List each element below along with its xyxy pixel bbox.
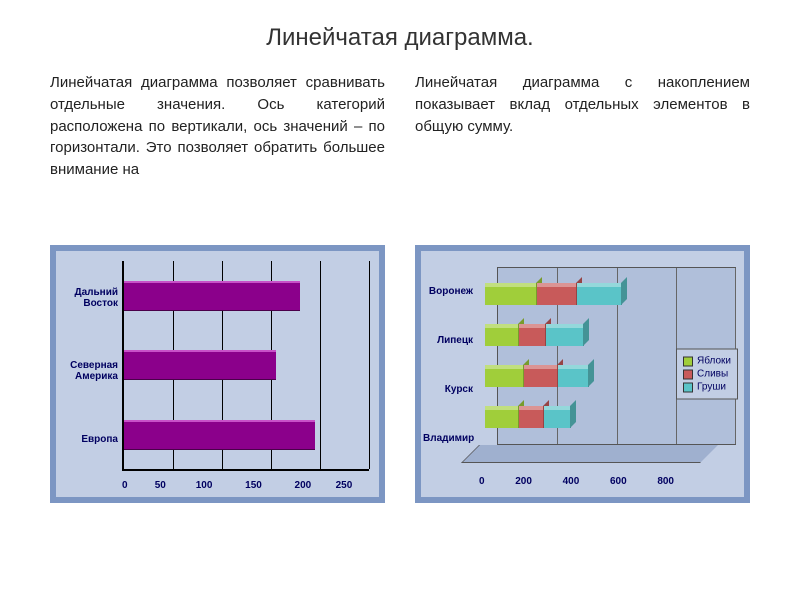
chart1-plot-area	[122, 261, 369, 471]
chart2-legend-item: Яблоки	[683, 356, 731, 367]
chart2-x-tick: 800	[657, 476, 674, 487]
chart2-segment	[524, 365, 558, 387]
chart2-x-tick: 600	[610, 476, 627, 487]
chart2-legend-item: Груши	[683, 382, 731, 393]
left-column: Линейчатая диаграмма позволяет сравниват…	[50, 72, 385, 503]
chart1-x-tick: 150	[245, 480, 262, 491]
chart2-segment	[485, 406, 519, 428]
chart2-segment	[558, 365, 588, 387]
left-description: Линейчатая диаграмма позволяет сравниват…	[50, 72, 385, 237]
chart2-legend-label: Яблоки	[697, 356, 731, 367]
chart1-x-tick: 0	[122, 480, 128, 491]
chart2-floor	[461, 445, 718, 463]
chart2-segment	[485, 324, 519, 346]
right-description: Линейчатая диаграмма с накоплением показ…	[415, 72, 750, 237]
chart1-category-label: Дальний Восток	[58, 287, 118, 309]
chart1-x-ticks: 0 50 100 150 200 250	[122, 480, 369, 491]
chart2-segment	[546, 324, 584, 346]
left-chart: Дальний Восток Северная Америка Европа 0 50 1…	[50, 245, 385, 503]
page-title: Линейчатая диаграмма.	[0, 0, 800, 72]
chart1-x-tick: 200	[295, 480, 312, 491]
chart2-legend-label: Груши	[697, 382, 726, 393]
chart1-x-tick: 50	[155, 480, 166, 491]
chart2-legend-item: Сливы	[683, 369, 731, 380]
chart2-segment	[519, 324, 546, 346]
right-chart: Воронеж Липецк Курск Владимир Яблоки Сливы Гру…	[415, 245, 750, 503]
chart2-bar-row	[485, 365, 589, 387]
chart2-x-tick: 200	[515, 476, 532, 487]
chart1-category-label: Северная Америка	[58, 360, 118, 382]
chart2-legend-label: Сливы	[697, 369, 728, 380]
chart1-x-tick: 250	[336, 480, 353, 491]
chart2-category-label: Курск	[423, 384, 473, 395]
content-columns: Линейчатая диаграмма позволяет сравниват…	[0, 72, 800, 503]
chart1-category-label: Европа	[58, 434, 118, 445]
chart1-bar	[124, 420, 315, 450]
chart2-x-tick: 400	[563, 476, 580, 487]
chart2-category-label: Владимир	[423, 433, 473, 444]
chart2-legend: Яблоки Сливы Груши	[676, 349, 738, 400]
chart2-segment	[577, 283, 622, 305]
chart2-legend-swatch	[683, 356, 693, 366]
chart2-x-ticks: 0 200 400 600 800	[479, 476, 674, 487]
chart2-bar-row	[485, 324, 584, 346]
chart2-legend-swatch	[683, 382, 693, 392]
chart1-y-labels: Дальний Восток Северная Америка Европа	[56, 251, 122, 497]
chart2-segment	[485, 365, 524, 387]
chart2-segment	[519, 406, 544, 428]
right-column: Линейчатая диаграмма с накоплением показ…	[415, 72, 750, 503]
chart2-legend-swatch	[683, 369, 693, 379]
chart2-segment	[485, 283, 537, 305]
chart1-gridline	[320, 261, 321, 469]
chart1-x-tick: 100	[196, 480, 213, 491]
chart2-segment	[537, 283, 578, 305]
chart2-segment	[544, 406, 571, 428]
chart1-gridline	[369, 261, 370, 469]
chart1-bar	[124, 281, 300, 311]
chart2-category-label: Воронеж	[423, 286, 473, 297]
chart2-x-tick: 0	[479, 476, 485, 487]
chart2-bar-row	[485, 283, 622, 305]
chart1-bar	[124, 350, 276, 380]
chart2-bar-row	[485, 406, 571, 428]
chart2-category-label: Липецк	[423, 335, 473, 346]
